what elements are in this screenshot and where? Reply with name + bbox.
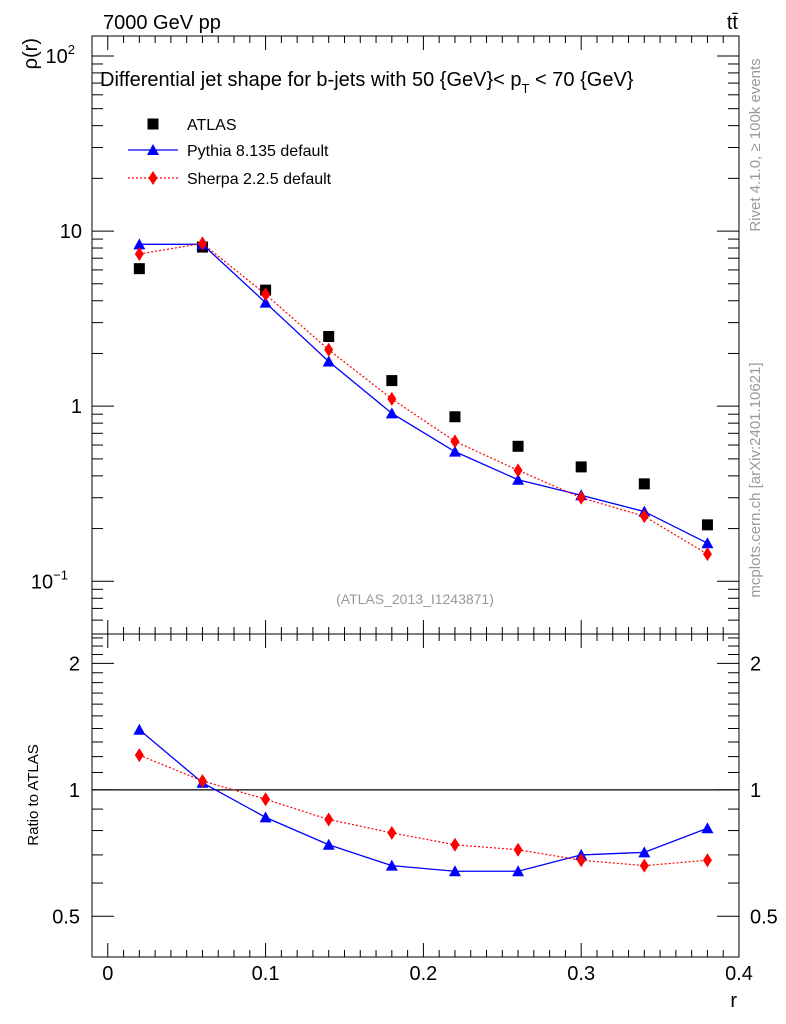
legend-pythia-marker (147, 144, 159, 155)
x-tick-label: 0.3 (567, 963, 595, 985)
x-tick-label: 0 (102, 963, 113, 985)
ratio-ticks: 2 2 1 1 0.5 0.5 (52, 634, 778, 958)
process-label: tt̄ (727, 12, 739, 34)
sherpa-ratio-point (450, 837, 460, 852)
rivet-version-label: Rivet 4.1.0, ≥ 100k events (747, 58, 764, 231)
x-tick-label: 0.1 (252, 963, 280, 985)
y-tick-label: 102 (46, 42, 75, 68)
atlas-point (512, 440, 524, 452)
sherpa-ratio-point (576, 853, 586, 868)
sherpa-ratio-point (197, 773, 207, 788)
series-sherpa (134, 236, 712, 562)
ratio-y-tick-label: 2 (69, 653, 80, 675)
atlas-point (638, 478, 650, 490)
ratio-y-tick-label: 0.5 (52, 906, 80, 928)
pythia-point (385, 407, 398, 419)
sherpa-point (324, 342, 334, 357)
sherpa-ratio-line (139, 754, 708, 867)
pythia-point (448, 445, 461, 457)
atlas-point (323, 330, 335, 342)
ratio-series-sherpa (134, 748, 712, 873)
ratio-y-tick-label-right: 2 (750, 653, 761, 675)
sherpa-point (702, 547, 712, 562)
atlas-point (386, 375, 398, 387)
ratio-marks (133, 723, 714, 877)
atlas-point (133, 263, 145, 275)
legend-label: Sherpa 2.2.5 default (187, 171, 332, 188)
pythia-ratio-point (259, 811, 272, 823)
x-axis-label: r (730, 990, 737, 1012)
sherpa-point (639, 509, 649, 524)
pythia-ratio-point (638, 846, 651, 858)
sherpa-point (134, 246, 144, 261)
sherpa-point (387, 391, 397, 406)
sherpa-ratio-point (639, 858, 649, 873)
y-tick-label: 1 (71, 396, 82, 418)
legend: ATLAS Pythia 8.135 default Sherpa 2.2.5 de… (128, 117, 332, 188)
series-atlas (133, 241, 713, 531)
y-tick-label: 10 (60, 221, 82, 243)
ratio-y-tick-label-right: 1 (750, 780, 761, 802)
pythia-ratio-point (512, 865, 525, 877)
pythia-point (512, 473, 525, 485)
sherpa-ratio-point (261, 792, 271, 807)
sherpa-ratio-point (387, 825, 397, 840)
pythia-line (139, 243, 708, 544)
pythia-ratio-point (133, 723, 146, 735)
ratio-y-tick-label: 1 (69, 780, 80, 802)
legend-item: ATLAS (147, 117, 237, 134)
sherpa-point (261, 287, 271, 302)
ratio-y-tick-label-right: 0.5 (750, 906, 778, 928)
legend-item: Sherpa 2.2.5 default (128, 171, 332, 188)
legend-sherpa-marker (148, 171, 158, 185)
pythia-point (133, 238, 146, 250)
sherpa-point (576, 490, 586, 505)
atlas-point (575, 461, 587, 473)
pythia-point (322, 355, 335, 367)
sherpa-point (197, 236, 207, 251)
legend-label: Pythia 8.135 default (187, 143, 329, 160)
legend-atlas-marker (147, 118, 159, 130)
sherpa-point (450, 434, 460, 449)
x-axis: 0 0.1 0.2 0.3 0.4 (102, 963, 753, 985)
pythia-ratio-point (322, 838, 335, 850)
ratio-frame (91, 633, 740, 958)
sherpa-ratio-point (324, 812, 334, 827)
main-panel: 102 10 1 10−1 Differential jet shape for b-… (20, 35, 740, 635)
main-ticks: 102 10 1 10−1 (31, 36, 740, 635)
pythia-ratio-line (138, 729, 708, 872)
mcplots-label: mcplots.cern.ch [arXiv:2401.10621] (747, 362, 764, 597)
pythia-ratio-point (701, 822, 714, 834)
analysis-tag: (ATLAS_2013_I1243871) (336, 591, 494, 607)
sherpa-line (139, 242, 708, 555)
atlas-point (701, 519, 713, 531)
pythia-point (259, 296, 272, 308)
main-marks (133, 236, 714, 562)
sherpa-ratio-point (513, 842, 523, 857)
y-axis-label: ρ(r) (20, 38, 42, 69)
x-tick-label: 0.2 (409, 963, 437, 985)
pythia-ratio-point (448, 865, 461, 877)
y-tick-label: 10−1 (31, 567, 68, 593)
chart-title: Differential jet shape for b-jets with 5… (100, 69, 634, 96)
legend-item: Pythia 8.135 default (128, 143, 329, 160)
sherpa-point (513, 463, 523, 478)
series-pythia (133, 238, 714, 549)
ratio-panel: 2 2 1 1 0.5 0.5 Ratio to ATLAS (25, 633, 778, 958)
ratio-series-pythia (133, 723, 714, 877)
ratio-y-axis-label: Ratio to ATLAS (25, 744, 42, 845)
atlas-point (449, 411, 461, 423)
pythia-point (701, 537, 714, 549)
x-tick-label: 0.4 (725, 963, 753, 985)
legend-label: ATLAS (187, 117, 237, 134)
pythia-ratio-point (385, 859, 398, 871)
sherpa-ratio-point (134, 748, 144, 763)
sherpa-ratio-point (702, 853, 712, 868)
energy-label: 7000 GeV pp (103, 12, 221, 34)
